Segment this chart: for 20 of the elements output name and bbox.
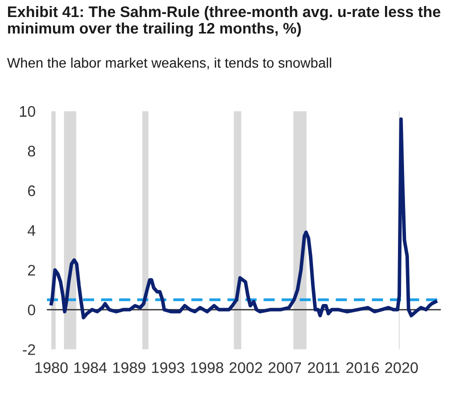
x-tick-label: 2007	[268, 362, 301, 374]
x-tick-label: 1980	[35, 362, 68, 374]
y-tick-label: 0	[28, 304, 36, 316]
chart-title: Exhibit 41: The Sahm-Rule (three-month avg. u-rate less the minimum over the trailing 12 months, %)	[8, 6, 440, 37]
y-tick-label: 4	[28, 225, 36, 236]
x-tick-label: 2011	[308, 362, 340, 374]
y-tick-label: -2	[22, 344, 36, 355]
x-tick-label: 1998	[191, 362, 224, 374]
y-tick-label: 10	[20, 106, 36, 117]
x-tick-label: 2016	[346, 362, 379, 374]
x-tick-label: 1984	[74, 362, 107, 374]
y-tick-label: 6	[28, 185, 36, 196]
y-tick-label: 2	[28, 264, 36, 276]
y-tick-label: 8	[28, 146, 36, 157]
x-tick-label: 2020	[385, 362, 418, 374]
x-tick-label: 2002	[230, 362, 262, 374]
line-series	[50, 117, 438, 320]
x-tick-label: 1993	[152, 362, 184, 374]
chart-subtitle: When the labor market weakens, it tends to snowball	[7, 58, 332, 70]
x-tick-label: 1989	[113, 362, 146, 374]
